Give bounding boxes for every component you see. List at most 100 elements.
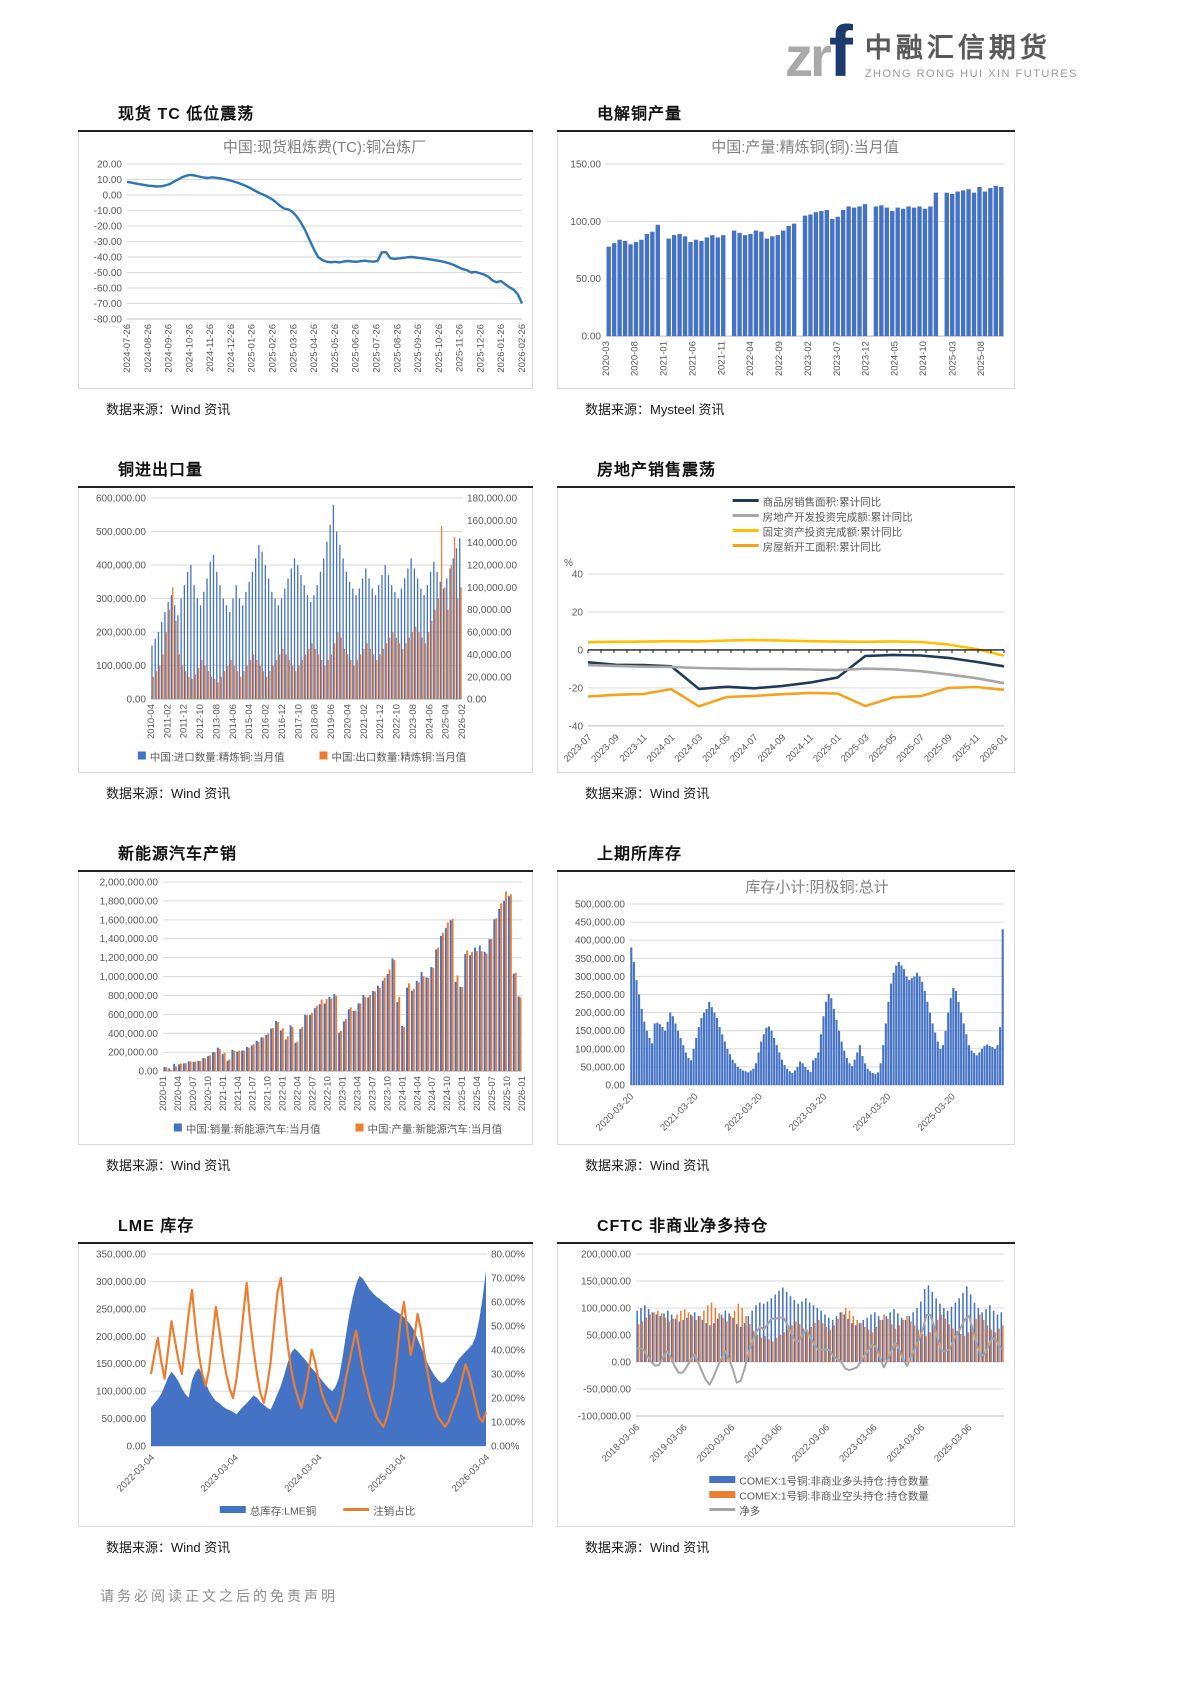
svg-text:200,000.00: 200,000.00 xyxy=(575,1008,625,1019)
svg-text:140,000.00: 140,000.00 xyxy=(467,538,517,549)
company-logo: zrf 中融汇信期货 ZHONG RONG HUI XIN FUTURES xyxy=(785,16,1078,88)
svg-text:2026-01: 2026-01 xyxy=(978,732,1010,764)
svg-text:2025-12-26: 2025-12-26 xyxy=(475,324,486,373)
svg-text:70.00%: 70.00% xyxy=(491,1274,525,1285)
svg-text:20.00: 20.00 xyxy=(97,160,122,171)
svg-text:2025-03-20: 2025-03-20 xyxy=(916,1091,958,1133)
svg-text:2024-12-26: 2024-12-26 xyxy=(226,324,237,373)
svg-text:2023-09: 2023-09 xyxy=(589,732,621,764)
svg-text:2024-01: 2024-01 xyxy=(397,1076,408,1111)
svg-text:库存小计:阴极铜:总计: 库存小计:阴极铜:总计 xyxy=(745,879,888,896)
data-source: 数据来源：Wind 资讯 xyxy=(106,1540,231,1555)
svg-text:2023-03-20: 2023-03-20 xyxy=(787,1091,829,1133)
svg-text:2016-02: 2016-02 xyxy=(261,704,272,739)
svg-text:500,000.00: 500,000.00 xyxy=(96,527,146,538)
section-title: LME 库存 xyxy=(78,1212,533,1244)
svg-text:2020-04: 2020-04 xyxy=(342,704,353,739)
real-estate-section: 房地产销售震荡 -40 -20 0 20 40% 2023-07 2023-09 2023-1… xyxy=(557,456,1015,802)
svg-text:100,000.00: 100,000.00 xyxy=(581,1304,631,1315)
svg-text:0.00: 0.00 xyxy=(139,1067,159,1078)
svg-text:中国:进口数量:精炼铜:当月值: 中国:进口数量:精炼铜:当月值 xyxy=(150,751,285,764)
svg-text:2025-10: 2025-10 xyxy=(502,1076,513,1111)
svg-text:2024-10: 2024-10 xyxy=(918,341,929,376)
svg-text:COMEX:1号铜:非商业空头持仓:持仓数量: COMEX:1号铜:非商业空头持仓:持仓数量 xyxy=(739,1490,929,1503)
svg-text:2022-03-06: 2022-03-06 xyxy=(790,1422,832,1464)
svg-text:2026-01-26: 2026-01-26 xyxy=(496,324,507,373)
section-title: 房地产销售震荡 xyxy=(557,456,1015,488)
lme-inventory-area-chart: 0.00 50,000.00 100,000.00 150,000.00 200,000… xyxy=(78,1244,533,1527)
cftc-positions-section: CFTC 非商业净多持仓 -100,000.00 -50,000.00 0.00 50… xyxy=(557,1212,1015,1556)
real-estate-line-chart: -40 -20 0 20 40% 2023-07 2023-09 2023-11 2024-01… xyxy=(557,488,1015,773)
svg-text:2024-10: 2024-10 xyxy=(442,1076,453,1111)
svg-text:40,000.00: 40,000.00 xyxy=(467,650,512,661)
copper-import-export-bar-chart: 0.00 100,000.00 200,000.00 300,000.00 400,00… xyxy=(78,488,533,773)
svg-text:2024-05: 2024-05 xyxy=(890,341,901,376)
svg-text:2021-10: 2021-10 xyxy=(263,1076,274,1111)
svg-text:2024-11-26: 2024-11-26 xyxy=(205,324,216,372)
svg-text:1,800,000.00: 1,800,000.00 xyxy=(100,896,159,907)
svg-text:2024-01: 2024-01 xyxy=(645,732,677,764)
svg-text:-80.00: -80.00 xyxy=(94,315,123,326)
section-title: 新能源汽车产销 xyxy=(78,840,533,872)
svg-text:50.00: 50.00 xyxy=(576,274,601,285)
logo-zr: zr xyxy=(785,25,832,89)
svg-text:2022-07: 2022-07 xyxy=(308,1076,319,1111)
svg-text:2022-03-04: 2022-03-04 xyxy=(115,1452,157,1494)
svg-text:2021-04: 2021-04 xyxy=(233,1076,244,1111)
svg-text:2023-12: 2023-12 xyxy=(860,341,871,376)
svg-text:2022-10: 2022-10 xyxy=(323,1076,334,1111)
svg-text:0.00: 0.00 xyxy=(612,1358,632,1369)
svg-text:2021-02: 2021-02 xyxy=(359,704,370,739)
zrf-logo-icon: zrf xyxy=(785,16,853,88)
svg-text:2025-05: 2025-05 xyxy=(867,732,899,764)
svg-text:-60.00: -60.00 xyxy=(94,284,123,295)
svg-text:2025-07-26: 2025-07-26 xyxy=(371,324,382,373)
company-name: 中融汇信期货 ZHONG RONG HUI XIN FUTURES xyxy=(865,26,1078,80)
svg-text:房地产开发投资完成额:累计同比: 房地产开发投资完成额:累计同比 xyxy=(763,511,913,524)
svg-text:2025-07: 2025-07 xyxy=(894,732,926,764)
section-title: 铜进出口量 xyxy=(78,456,533,488)
svg-text:150,000.00: 150,000.00 xyxy=(575,1026,625,1037)
svg-text:2025-08-26: 2025-08-26 xyxy=(392,324,403,373)
svg-text:2012-10: 2012-10 xyxy=(195,704,206,739)
svg-text:0.00: 0.00 xyxy=(467,695,487,706)
svg-text:2025-11-26: 2025-11-26 xyxy=(455,324,466,372)
lme-inventory-section: LME 库存 0.00 50,000.00 100,000.00 150,000.00… xyxy=(78,1212,533,1556)
svg-text:100,000.00: 100,000.00 xyxy=(575,1044,625,1055)
svg-text:商品房销售面积:累计同比: 商品房销售面积:累计同比 xyxy=(763,496,881,509)
svg-text:2026-03-04: 2026-03-04 xyxy=(450,1452,492,1494)
svg-text:2022-04: 2022-04 xyxy=(293,1076,304,1111)
svg-text:180,000.00: 180,000.00 xyxy=(467,494,517,505)
svg-text:2020-03-20: 2020-03-20 xyxy=(594,1091,636,1133)
svg-text:2021-11: 2021-11 xyxy=(716,341,727,375)
svg-text:中国:产量:新能源汽车:当月值: 中国:产量:新能源汽车:当月值 xyxy=(368,1123,503,1136)
svg-text:0.00: 0.00 xyxy=(127,1442,147,1453)
svg-text:-20.00: -20.00 xyxy=(94,222,123,233)
svg-text:150.00: 150.00 xyxy=(570,160,601,171)
svg-text:200,000.00: 200,000.00 xyxy=(108,1048,158,1059)
svg-text:2018-03-06: 2018-03-06 xyxy=(600,1422,642,1464)
svg-text:2024-07-26: 2024-07-26 xyxy=(122,324,133,373)
svg-text:2021-12: 2021-12 xyxy=(375,704,386,739)
svg-text:40: 40 xyxy=(572,570,584,581)
company-name-cn: 中融汇信期货 xyxy=(864,33,1051,63)
data-source: 数据来源：Wind 资讯 xyxy=(585,1158,710,1173)
copper-import-export-section: 铜进出口量 0.00 100,000.00 200,000.00 300,000.00… xyxy=(78,456,533,802)
svg-text:30.00%: 30.00% xyxy=(491,1370,525,1381)
svg-text:2026-02: 2026-02 xyxy=(457,704,468,739)
company-name-en: ZHONG RONG HUI XIN FUTURES xyxy=(864,68,1078,80)
svg-text:2025-04: 2025-04 xyxy=(472,1076,483,1111)
svg-text:20,000.00: 20,000.00 xyxy=(467,672,512,683)
svg-text:2017-10: 2017-10 xyxy=(293,704,304,739)
data-source: 数据来源：Mysteel 资讯 xyxy=(585,402,725,417)
svg-text:2025-05-26: 2025-05-26 xyxy=(330,324,341,373)
svg-text:房屋新开工面积:累计同比: 房屋新开工面积:累计同比 xyxy=(763,541,881,554)
svg-text:-10.00: -10.00 xyxy=(94,206,123,217)
svg-text:2024-07: 2024-07 xyxy=(427,1076,438,1111)
svg-text:150,000.00: 150,000.00 xyxy=(581,1277,631,1288)
svg-text:总库存:LME铜: 总库存:LME铜 xyxy=(250,1505,317,1518)
svg-text:2021-06: 2021-06 xyxy=(687,341,698,376)
svg-text:600,000.00: 600,000.00 xyxy=(108,1010,158,1021)
svg-text:固定资产投资完成额:累计同比: 固定资产投资完成额:累计同比 xyxy=(763,526,902,539)
svg-text:-30.00: -30.00 xyxy=(94,237,123,248)
